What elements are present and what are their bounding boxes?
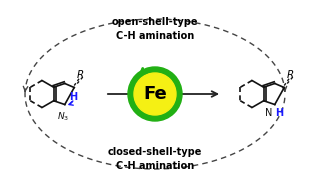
Text: H: H [69, 91, 77, 101]
Circle shape [134, 73, 176, 115]
Text: Fe: Fe [143, 85, 167, 103]
Text: C-H amination: C-H amination [116, 31, 194, 41]
Text: $\mathit{N}$$_3$: $\mathit{N}$$_3$ [57, 111, 69, 123]
Text: C-H amination: C-H amination [116, 161, 194, 171]
Text: R: R [287, 70, 295, 80]
Text: open-shell-type: open-shell-type [112, 17, 198, 27]
Circle shape [128, 67, 182, 121]
Text: R: R [77, 70, 85, 80]
Text: closed-shell-type: closed-shell-type [108, 147, 202, 157]
Text: H: H [275, 108, 283, 118]
Text: N: N [265, 108, 273, 118]
